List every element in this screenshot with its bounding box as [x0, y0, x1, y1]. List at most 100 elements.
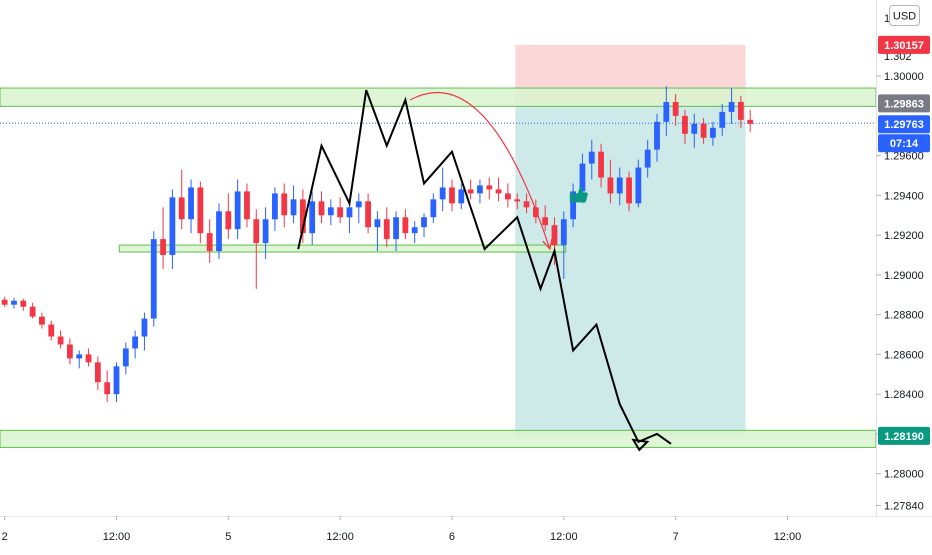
candle-body — [579, 163, 586, 192]
candle-body — [560, 219, 567, 246]
candle-body — [532, 207, 539, 218]
candle-body — [122, 348, 129, 367]
x-tick-label: 6 — [449, 531, 455, 543]
curved-arrowhead — [542, 238, 553, 251]
candle-body — [719, 111, 726, 128]
stop-price-label: 1.30157 — [878, 35, 930, 54]
candle — [39, 312, 45, 329]
candle-body — [1, 299, 8, 305]
candle — [374, 211, 381, 252]
candle-body — [551, 225, 558, 246]
candle-body — [132, 336, 139, 349]
zone-1[interactable] — [118, 244, 567, 253]
zone-2[interactable] — [0, 429, 877, 448]
candle — [607, 159, 614, 204]
candle-body — [244, 191, 250, 220]
candle — [299, 189, 306, 244]
candle-body — [262, 219, 269, 244]
candle — [76, 350, 83, 369]
candle-body — [67, 344, 73, 359]
candle — [560, 211, 567, 279]
candle-body — [290, 199, 297, 216]
candle-body — [672, 101, 679, 116]
candle — [48, 320, 55, 341]
position-tool[interactable] — [515, 44, 746, 436]
candle-body — [178, 197, 185, 220]
currency-button[interactable]: USD — [889, 5, 920, 26]
y-tick-label: 1.28000 — [884, 469, 924, 481]
candle — [449, 179, 455, 212]
candle-body — [728, 101, 735, 112]
candle — [216, 203, 222, 259]
svg-text:07:14: 07:14 — [890, 138, 919, 150]
candle — [197, 181, 204, 244]
candle — [551, 217, 558, 265]
candle — [486, 177, 493, 200]
candle — [616, 167, 623, 206]
candle — [365, 193, 371, 234]
candle-body — [439, 187, 446, 200]
svg-text:1.28190: 1.28190 — [884, 431, 924, 443]
candle-body — [402, 217, 409, 234]
candle-body — [346, 207, 353, 218]
candle-body — [393, 217, 399, 240]
candle — [318, 191, 325, 224]
y-tick-label: 1.27840 — [884, 500, 924, 512]
y-tick-label: 1.28400 — [884, 389, 924, 401]
candle-body — [449, 187, 455, 204]
candle — [421, 213, 427, 238]
candle-body — [113, 366, 120, 395]
svg-text:1.29763: 1.29763 — [884, 119, 924, 131]
candle — [719, 103, 726, 136]
candle-body — [365, 201, 371, 228]
candle — [57, 330, 64, 349]
candle-body — [374, 219, 381, 228]
candle-body — [682, 115, 688, 134]
candle — [542, 205, 549, 232]
x-tick-label: 12:00 — [550, 531, 578, 543]
candle-body — [542, 217, 549, 226]
candle-body — [616, 177, 623, 194]
entry-price-label: 1.29863 — [878, 94, 930, 113]
candle-body — [85, 354, 92, 363]
candle-body — [150, 239, 157, 319]
y-tick-label-partial-2: 1.302 — [884, 51, 912, 63]
candle — [728, 88, 735, 124]
candle-body — [29, 306, 36, 317]
curved-arrow[interactable] — [409, 91, 551, 250]
candle-body — [626, 177, 632, 204]
x-tick-labels: 2 12:00 5 12:00 6 12:00 7 12:00 — [2, 516, 801, 543]
candle — [169, 189, 176, 269]
candle — [747, 109, 754, 132]
candle — [430, 193, 437, 224]
candle — [225, 193, 232, 240]
candle-body — [141, 318, 148, 337]
forecast-path[interactable] — [297, 89, 672, 445]
candle-body — [383, 219, 390, 240]
candle-body — [411, 227, 418, 234]
zone-0[interactable] — [0, 87, 877, 107]
candle — [598, 143, 604, 188]
candle-body — [309, 201, 316, 234]
candle-body — [253, 219, 260, 244]
y-tick-label: 1.29400 — [884, 190, 924, 202]
y-tick-label: 1.29000 — [884, 270, 924, 282]
candle-body — [710, 127, 716, 138]
profit-zone[interactable] — [515, 103, 746, 436]
candle — [94, 356, 101, 391]
candle-body — [20, 300, 27, 307]
candle — [523, 193, 530, 214]
candle — [67, 338, 73, 365]
candle-body — [598, 151, 604, 178]
candle — [626, 171, 632, 212]
candle — [691, 113, 698, 148]
candle-body — [607, 177, 614, 194]
candle — [355, 193, 362, 224]
svg-text:1.30157: 1.30157 — [884, 40, 924, 52]
candle — [178, 169, 185, 230]
candle-body — [737, 101, 744, 120]
candle-body — [76, 354, 83, 359]
candle — [383, 207, 390, 248]
